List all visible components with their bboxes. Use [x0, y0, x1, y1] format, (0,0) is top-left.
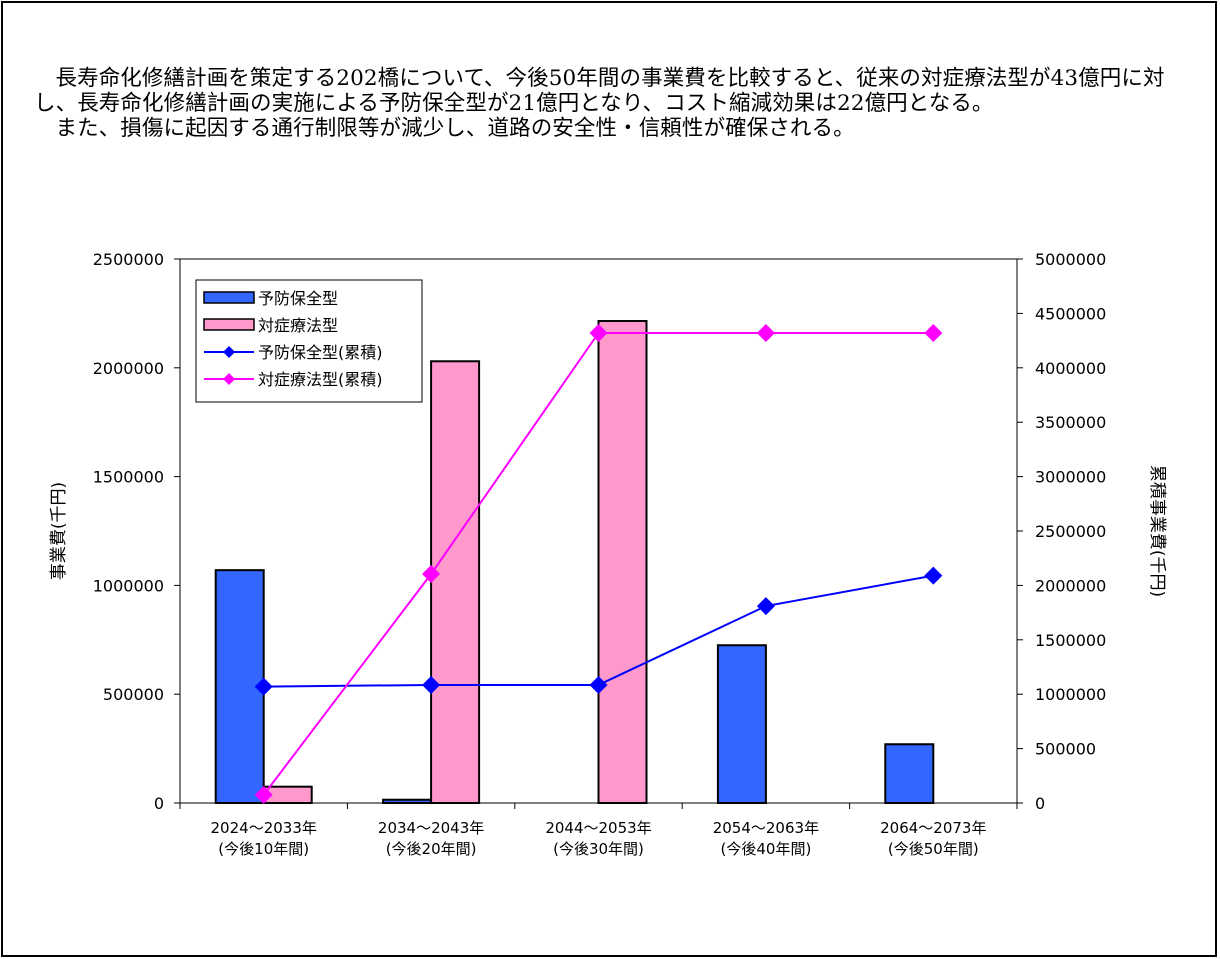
- bar-preventive: [382, 798, 433, 805]
- x-axis-tick-label-line: 2054～2063年: [713, 819, 819, 837]
- legend-swatch: [203, 291, 255, 304]
- y2-axis-tick-label: 4000000: [1035, 359, 1106, 378]
- y2-axis-tick-label: 3500000: [1035, 413, 1106, 432]
- intro-paragraph-1: 長寿命化修繕計画を策定する202橋について、今後50年間の事業費を比較すると、従…: [34, 66, 1165, 116]
- legend-swatch-marker: [223, 346, 235, 358]
- x-axis-tick-label-line: (今後20年間): [386, 840, 477, 858]
- y-axis-tick-label: 2500000: [93, 250, 164, 269]
- legend-label: 対症療法型: [258, 316, 338, 335]
- legend-swatch-marker: [223, 373, 235, 385]
- y2-axis-tick-label: 0: [1035, 794, 1045, 813]
- y2-axis-tick-label: 500000: [1035, 740, 1096, 759]
- x-axis-tick-label: 2064～2073年 (今後50年間): [880, 819, 986, 858]
- point-reactive-cumulative: [422, 564, 441, 583]
- y2-axis-tick-label: 3000000: [1035, 468, 1106, 487]
- x-axis-tick-label-line: (今後30年間): [553, 840, 644, 858]
- point-reactive-cumulative: [756, 323, 775, 342]
- x-axis-tick-label-line: 2064～2073年: [880, 819, 986, 837]
- intro-paragraph-2: また、損傷に起因する通行制限等が減少し、道路の安全性・信頼性が確保される。: [55, 116, 855, 141]
- y-axis-tick-label: 1500000: [93, 468, 164, 487]
- x-axis-tick-label: 2034～2043年 (今後20年間): [378, 819, 484, 858]
- point-preventive-cumulative: [756, 597, 775, 616]
- y2-axis-tick-label: 2500000: [1035, 522, 1106, 541]
- y2-axis-tick-label: 4500000: [1035, 304, 1106, 323]
- x-axis-tick-label-line: (今後10年間): [218, 840, 309, 858]
- legend-label: 予防保全型(累積): [258, 343, 383, 362]
- point-preventive-cumulative: [589, 675, 608, 694]
- x-axis-tick-label-line: 2044～2053年: [545, 819, 651, 837]
- y-axis-tick-label: 2000000: [93, 359, 164, 378]
- bar-reactive: [430, 360, 481, 804]
- point-preventive-cumulative: [254, 677, 273, 696]
- y-axis-tick-label: 500000: [103, 685, 164, 704]
- point-reactive-cumulative: [589, 323, 608, 342]
- y2-axis-tick-label: 1500000: [1035, 631, 1106, 650]
- point-preventive-cumulative: [924, 566, 943, 585]
- y2-axis-tick-label: 2000000: [1035, 576, 1106, 595]
- x-axis-tick-label-line: (今後40年間): [721, 840, 812, 858]
- legend-swatch: [203, 318, 255, 331]
- bar-reactive: [597, 320, 648, 804]
- y-axis-tick-label: 1000000: [93, 576, 164, 595]
- x-axis-tick-label-line: 2024～2033年: [211, 819, 317, 837]
- x-axis-tick-label: 2024～2033年 (今後10年間): [211, 819, 317, 858]
- point-reactive-cumulative: [924, 323, 943, 342]
- legend-label: 予防保全型: [258, 289, 338, 308]
- x-axis-tick-label: 2054～2063年 (今後40年間): [713, 819, 819, 858]
- y2-axis-tick-label: 5000000: [1035, 250, 1106, 269]
- point-preventive-cumulative: [422, 675, 441, 694]
- legend-label: 対症療法型(累積): [258, 370, 383, 389]
- point-reactive-cumulative: [254, 785, 273, 804]
- y-axis-tick-label: 0: [154, 794, 164, 813]
- y2-axis-tick-label: 1000000: [1035, 685, 1106, 704]
- intro-text: 長寿命化修繕計画を策定する202橋について、今後50年間の事業費を比較すると、従…: [34, 66, 1204, 141]
- y2-axis-title: 累積事業費(千円): [1147, 465, 1167, 597]
- x-axis-tick-label-line: (今後50年間): [888, 840, 979, 858]
- x-axis-tick-label: 2044～2053年 (今後30年間): [545, 819, 651, 858]
- y-axis-title: 事業費(千円): [49, 482, 69, 580]
- x-axis-tick-label-line: 2034～2043年: [378, 819, 484, 837]
- bar-preventive: [884, 743, 935, 804]
- bar-preventive: [716, 644, 767, 804]
